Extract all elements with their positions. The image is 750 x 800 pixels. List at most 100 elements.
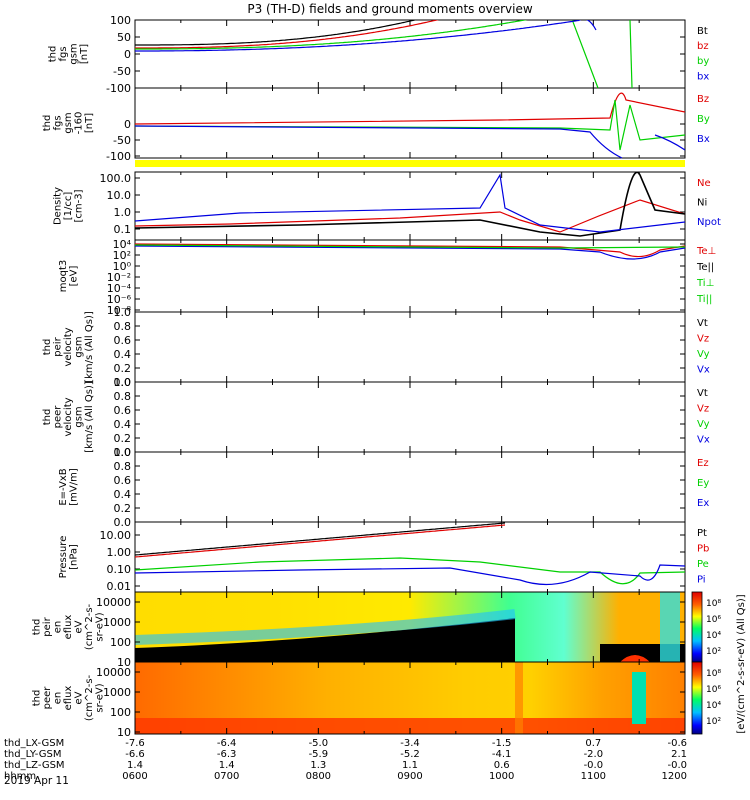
y-axis-label-line: [cm-3] bbox=[74, 189, 85, 222]
colorbar-tick-label: 10⁶ bbox=[706, 615, 721, 625]
y-axis-label-line: gsm bbox=[63, 112, 74, 133]
y-tick-label: 0.4 bbox=[114, 418, 132, 431]
x-axis-value: -5.2 bbox=[400, 749, 420, 760]
y-tick-label: 0.8 bbox=[114, 320, 132, 333]
y-tick-label: 10.0 bbox=[107, 189, 132, 202]
legend-entry: Pt bbox=[697, 528, 707, 539]
y-axis-label-line: gsm bbox=[74, 336, 85, 357]
y-tick-label: 0.0 bbox=[114, 446, 132, 459]
y-tick-label: 0.6 bbox=[114, 334, 132, 347]
y-axis-label: thdpeerenefluxeV(cm^2-s-sr-eV) bbox=[32, 674, 106, 721]
y-axis-label: Pressure[nPa] bbox=[58, 536, 80, 579]
y-axis-label-line: thd bbox=[32, 690, 43, 707]
colorbar-tick-label: 10⁸ bbox=[706, 599, 721, 609]
y-tick-label: 1000 bbox=[103, 616, 131, 629]
y-axis-label-line: eflux bbox=[63, 686, 74, 711]
panel-frame bbox=[134, 451, 686, 523]
y-tick-label: -100 bbox=[106, 82, 131, 95]
x-axis-value: 0700 bbox=[214, 771, 239, 782]
y-tick-label: 1000 bbox=[103, 686, 131, 699]
x-axis-row-label: thd_LX-GSM bbox=[4, 738, 64, 749]
panel-fgs_gsm: 100 50 0 -50 -100 thdfgsgsm[nT] Bt bz by bx bbox=[47, 14, 709, 95]
y-axis-label-line: [eV] bbox=[68, 266, 79, 287]
bz-trace bbox=[135, 20, 440, 49]
x-axis-value: 0600 bbox=[122, 771, 147, 782]
legend-entry: bz bbox=[697, 41, 709, 52]
y-axis-label-line: eflux bbox=[63, 615, 74, 640]
y-axis-label: E=-VxB[mV/m] bbox=[58, 468, 80, 506]
pt-trace bbox=[135, 522, 506, 556]
y-tick-label: 10⁻⁸ bbox=[107, 304, 132, 317]
x-axis-value: 1.4 bbox=[127, 760, 143, 771]
bx-zoom-trace bbox=[135, 125, 623, 159]
y-tick-label: 1.0 bbox=[114, 376, 132, 389]
y-axis-label-line: fgs bbox=[53, 115, 64, 130]
x-axis-value: 2.1 bbox=[671, 749, 687, 760]
by-trace-right bbox=[629, 20, 633, 89]
legend-entry: Ey bbox=[697, 478, 709, 489]
x-axis-value: -6.6 bbox=[125, 749, 145, 760]
figure-title: P3 (TH-D) fields and ground moments over… bbox=[247, 2, 532, 16]
y-axis-label-line: eV bbox=[74, 691, 85, 704]
y-axis-label-line: thd bbox=[42, 115, 53, 132]
y-tick-label: 10 bbox=[117, 656, 131, 669]
y-axis-label: thdfgsgsm-160[nT] bbox=[42, 112, 95, 135]
legend-entry: Vx bbox=[697, 365, 710, 376]
legend-entry: Bx bbox=[697, 134, 710, 145]
x-axis-value: 0800 bbox=[306, 771, 331, 782]
y-tick-label: 0 bbox=[124, 118, 131, 131]
legend-entry: Npot bbox=[697, 217, 721, 228]
y-axis-label-line: [km/s (All Qs)] bbox=[84, 381, 95, 453]
y-axis-label-line: thd bbox=[32, 619, 43, 636]
x-axis-value: -7.6 bbox=[125, 738, 145, 749]
x-axis-value: -6.4 bbox=[217, 738, 237, 749]
y-axis-label: thdpeervelocitygsm[km/s (All Qs)] bbox=[42, 381, 95, 453]
legend-entry: Vz bbox=[697, 334, 709, 345]
x-axis-value: -1.5 bbox=[492, 738, 512, 749]
x-axis-value: -0.0 bbox=[584, 760, 604, 771]
x-axis-value: -2.0 bbox=[584, 749, 604, 760]
panel-peer_velocity: 1.00.80.60.40.20.0thdpeervelocitygsm[km/… bbox=[42, 376, 710, 459]
x-axis-value: -5.0 bbox=[309, 738, 329, 749]
y-tick-label: 0.2 bbox=[114, 362, 132, 375]
spectrogram-hot-arc bbox=[620, 655, 650, 662]
panel-peer_spectrogram: 10⁸ 10⁶ 10⁴ 10² 10000 1000 100 10 thdpeereneflux… bbox=[32, 661, 721, 739]
ne-trace bbox=[135, 199, 685, 233]
colorbar-tick-label: 10² bbox=[706, 647, 721, 657]
y-tick-label: 1.00 bbox=[107, 546, 132, 559]
ni-trace bbox=[135, 171, 685, 237]
y-axis-label-line: gsm bbox=[74, 406, 85, 427]
y-tick-label: 10⁻⁶ bbox=[107, 293, 132, 306]
legend-entry: Bz bbox=[697, 94, 709, 105]
y-axis-label-line: [1/cc] bbox=[63, 192, 74, 221]
y-tick-label: 0.4 bbox=[114, 488, 132, 501]
y-axis-label-line: E=-VxB bbox=[58, 468, 69, 505]
legend-entry: Pe bbox=[697, 559, 709, 570]
legend-entry: Vt bbox=[697, 388, 708, 399]
legend-entry: bx bbox=[697, 71, 709, 82]
series-lines-group bbox=[135, 20, 685, 586]
y-tick-label: 0.2 bbox=[114, 432, 132, 445]
bx-zoom-trace-right bbox=[654, 134, 685, 151]
y-axis-label-line: thd bbox=[42, 409, 53, 426]
colorbar-tick-label: 10² bbox=[706, 717, 721, 727]
legend-entry: Vy bbox=[697, 419, 710, 430]
y-axis-label-line: sr-eV) bbox=[95, 612, 106, 641]
y-tick-label: 100 bbox=[110, 14, 131, 27]
y-axis-label-line: Density bbox=[53, 187, 64, 225]
x-axis-value: 1.3 bbox=[310, 760, 326, 771]
y-axis-label-line: -160 bbox=[74, 112, 85, 135]
colorbar-tick-label: 10⁶ bbox=[706, 685, 721, 695]
spectrogram-gap-band bbox=[660, 592, 680, 662]
y-tick-label: 10000 bbox=[96, 666, 131, 679]
y-tick-label: 10⁰ bbox=[113, 260, 132, 273]
y-tick-label: 10⁴ bbox=[113, 238, 132, 251]
y-tick-label: 1.0 bbox=[114, 306, 132, 319]
ti-par-trace bbox=[135, 244, 685, 249]
y-axis-label-line: en bbox=[53, 621, 64, 634]
by-zoom-trace bbox=[135, 99, 685, 151]
y-tick-label: 0.8 bbox=[114, 390, 132, 403]
x-axis-value: 0.6 bbox=[494, 760, 510, 771]
colorbar-label: [eV/(cm^2-s-sr-eV) (All Qs)] bbox=[736, 594, 747, 733]
